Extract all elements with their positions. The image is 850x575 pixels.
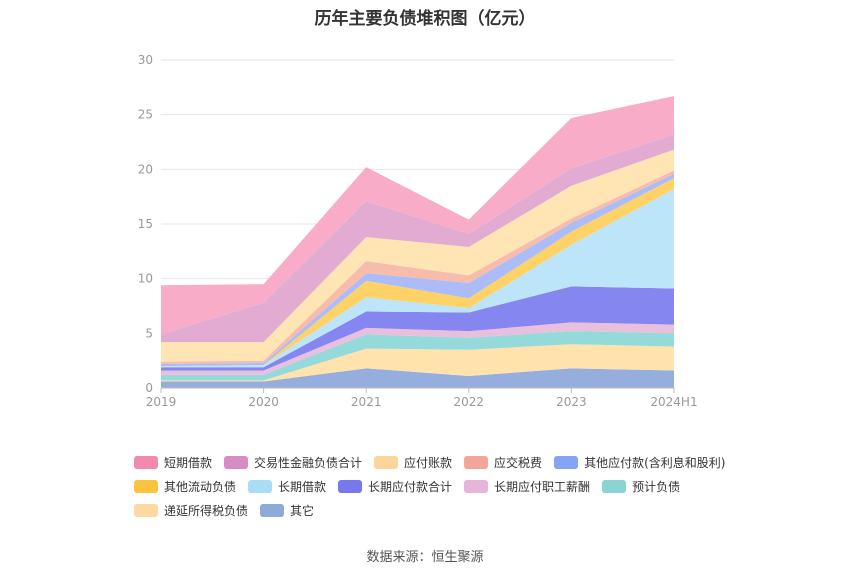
legend-swatch: [134, 503, 158, 517]
legend-label: 其他应付款(含利息和股利): [584, 455, 726, 470]
legend-swatch: [248, 479, 273, 493]
legend-swatch: [134, 455, 158, 469]
legend-label: 其它: [290, 503, 315, 518]
y-tick-label: 30: [138, 53, 153, 67]
area-series-5[interactable]: [161, 189, 674, 368]
legend-item-other-payables[interactable]: 其他应付款(含利息和股利): [554, 454, 725, 471]
area-series-11[interactable]: [161, 96, 674, 335]
legend-label: 递延所得税负债: [164, 503, 249, 518]
y-tick-label: 25: [138, 108, 153, 122]
x-tick-label: 2019: [146, 395, 177, 409]
legend-swatch: [374, 455, 399, 469]
legend-item-short-term-loans[interactable]: 短期借款: [134, 454, 212, 471]
area-series-2[interactable]: [161, 331, 674, 381]
legend-label: 长期借款: [278, 479, 327, 494]
stacked-area-chart: 0 5 10 15 20 25 30 2019 2020 2021 2022 2023 2024H1: [138, 53, 698, 409]
legend-item-deferred-tax-liabilities[interactable]: 递延所得税负债: [134, 502, 248, 519]
legend-label: 预计负债: [632, 479, 681, 494]
legend-item-provisions[interactable]: 预计负债: [602, 478, 680, 495]
y-tick-label: 10: [138, 272, 153, 286]
area-series-9[interactable]: [161, 149, 674, 362]
legend-label: 交易性金融负债合计: [254, 455, 363, 470]
y-tick-label: 5: [145, 326, 153, 340]
area-series-10[interactable]: [161, 134, 674, 343]
legend-row-3: 递延所得税负债 其它: [134, 498, 774, 522]
axes: 0 5 10 15 20 25 30 2019 2020 2021 2022 2023 2024H1: [138, 53, 698, 409]
area-series-4[interactable]: [161, 286, 674, 371]
legend-label: 长期应付款合计: [368, 479, 453, 494]
legend-label: 其他流动负债: [164, 479, 237, 494]
legend-item-taxes-payable[interactable]: 应交税费: [464, 454, 542, 471]
legend-swatch: [464, 455, 489, 469]
legend-item-accounts-payable[interactable]: 应付账款: [374, 454, 452, 471]
legend-swatch: [554, 455, 579, 469]
data-source: 数据来源：恒生聚源: [366, 550, 484, 565]
legend-label: 应付账款: [404, 455, 453, 470]
legend-swatch: [338, 479, 363, 493]
legend-swatch: [464, 479, 489, 493]
legend: 短期借款 交易性金融负债合计 应付账款 应交税费 其他应付款(含利息和股利) 其…: [134, 450, 774, 522]
area-series: [161, 96, 674, 388]
legend-swatch: [134, 479, 158, 493]
legend-item-other-current-liabilities[interactable]: 其他流动负债: [134, 478, 236, 495]
legend-item-others[interactable]: 其它: [260, 502, 314, 519]
chart-title: 历年主要负债堆积图（亿元）: [314, 9, 536, 29]
legend-swatch: [602, 479, 627, 493]
legend-swatch: [260, 503, 285, 517]
legend-label: 短期借款: [164, 455, 213, 470]
area-series-0[interactable]: [161, 368, 674, 388]
legend-item-long-term-loans[interactable]: 长期借款: [248, 478, 326, 495]
legend-item-long-term-employee-pay[interactable]: 长期应付职工薪酬: [464, 478, 590, 495]
legend-item-long-term-payables[interactable]: 长期应付款合计: [338, 478, 452, 495]
x-tick-label: 2024H1: [650, 395, 697, 409]
legend-label: 应交税费: [494, 455, 543, 470]
legend-label: 长期应付职工薪酬: [494, 479, 591, 494]
x-tick-label: 2020: [248, 395, 279, 409]
area-series-3[interactable]: [161, 322, 674, 375]
y-tick-label: 20: [138, 162, 153, 176]
y-tick-label: 15: [138, 217, 153, 231]
legend-swatch: [224, 455, 249, 469]
legend-row-1: 短期借款 交易性金融负债合计 应付账款 应交税费 其他应付款(含利息和股利): [134, 450, 774, 474]
y-tick-label: 0: [145, 381, 153, 395]
x-tick-label: 2022: [454, 395, 485, 409]
x-tick-label: 2021: [351, 395, 382, 409]
x-tick-label: 2023: [556, 395, 587, 409]
area-series-1[interactable]: [161, 344, 674, 382]
legend-item-trading-financial-liabilities[interactable]: 交易性金融负债合计: [224, 454, 362, 471]
legend-row-2: 其他流动负债 长期借款 长期应付款合计 长期应付职工薪酬 预计负债: [134, 474, 774, 498]
